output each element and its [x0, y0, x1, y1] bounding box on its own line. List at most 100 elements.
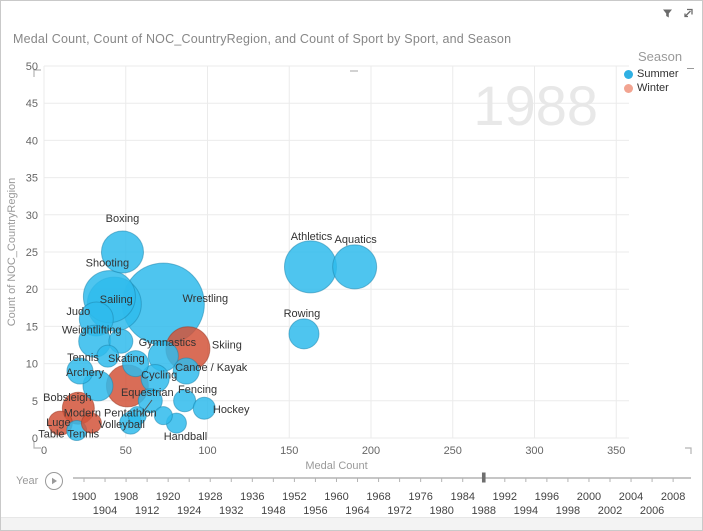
year-label-1900[interactable]: 1900 — [72, 491, 96, 503]
year-label-1932[interactable]: 1932 — [219, 505, 243, 517]
x-tick-label: 50 — [120, 445, 132, 457]
bubble-label-fencing: Fencing — [178, 384, 217, 396]
year-label-2006[interactable]: 2006 — [640, 505, 664, 517]
legend: Season Summer Winter — [624, 49, 696, 96]
year-label-1972[interactable]: 1972 — [387, 505, 411, 517]
summer-dot-icon — [624, 69, 633, 79]
bubble[interactable] — [96, 344, 120, 368]
scroll-indicator — [33, 441, 41, 449]
bubble[interactable] — [153, 406, 173, 426]
legend-item-label: Summer — [637, 68, 679, 80]
bubble-label-volleyball: Volleyball — [98, 419, 144, 431]
bottom-strip — [1, 517, 702, 530]
year-label-1988[interactable]: 1988 — [472, 505, 496, 517]
x-tick-label: 100 — [198, 445, 216, 457]
bubble-canoe-kayak[interactable] — [172, 357, 200, 385]
visual-header — [661, 7, 694, 20]
year-label-1924[interactable]: 1924 — [177, 505, 201, 517]
year-label-1936[interactable]: 1936 — [240, 491, 264, 503]
y-tick-label: 40 — [26, 135, 38, 147]
year-label-2002[interactable]: 2002 — [598, 505, 622, 517]
legend-item-winter[interactable]: Winter — [624, 82, 696, 94]
bubble-hockey[interactable] — [192, 396, 216, 420]
x-tick-label: 250 — [444, 445, 462, 457]
year-watermark: 1988 — [473, 74, 598, 137]
scroll-indicator — [33, 69, 41, 77]
bubble-label-equestrian: Equestrian — [121, 387, 174, 399]
year-label-1964[interactable]: 1964 — [345, 505, 369, 517]
y-tick-label: 5 — [32, 396, 38, 408]
bubble-rowing[interactable] — [288, 318, 320, 350]
focus-mode-icon[interactable] — [681, 7, 694, 20]
bubble-label-wrestling: Wrestling — [183, 293, 229, 305]
year-label-2008[interactable]: 2008 — [661, 491, 685, 503]
bubble-tennis[interactable] — [66, 357, 94, 385]
bubble-label-weightlifting: Weightlifting — [62, 324, 122, 336]
bubble-label-athletics: Athletics — [291, 231, 333, 243]
bubble-boxing[interactable] — [100, 230, 144, 274]
bubble-athletics[interactable] — [284, 240, 338, 294]
year-label-1904[interactable]: 1904 — [93, 505, 117, 517]
year-label-1992[interactable]: 1992 — [493, 491, 517, 503]
year-label-1960[interactable]: 1960 — [324, 491, 348, 503]
year-label-1976[interactable]: 1976 — [408, 491, 432, 503]
leader-line — [140, 399, 153, 416]
bubble-label-rowing: Rowing — [284, 308, 321, 320]
bubble-label-table-tennis: Table Tennis — [38, 429, 99, 441]
scroll-indicator — [685, 447, 692, 454]
year-label-2000[interactable]: 2000 — [577, 491, 601, 503]
year-label-1912[interactable]: 1912 — [135, 505, 159, 517]
legend-item-label: Winter — [637, 82, 669, 94]
year-label-1948[interactable]: 1948 — [261, 505, 285, 517]
bubble-modern-pentathlon[interactable] — [127, 406, 147, 426]
bubble-label-hockey: Hockey — [213, 404, 250, 416]
bubble[interactable] — [80, 412, 102, 434]
year-label-1952[interactable]: 1952 — [282, 491, 306, 503]
x-tick-label: 200 — [362, 445, 380, 457]
bubble-label-canoe-kayak: Canoe / Kayak — [175, 362, 248, 374]
y-tick-label: 15 — [26, 321, 38, 333]
x-tick-label: 150 — [280, 445, 298, 457]
play-axis-title: Year — [16, 475, 39, 487]
year-label-1908[interactable]: 1908 — [114, 491, 138, 503]
winter-dot-icon — [624, 83, 633, 93]
year-label-1920[interactable]: 1920 — [156, 491, 180, 503]
bubble-label-luge: Luge — [46, 417, 70, 429]
bubble[interactable] — [122, 350, 150, 378]
chart-title: Medal Count, Count of NOC_CountryRegion,… — [13, 32, 512, 46]
bubble-aquatics[interactable] — [332, 244, 378, 290]
bubble-equestrian[interactable] — [137, 388, 163, 414]
x-tick-label: 300 — [525, 445, 543, 457]
bubble-label-boxing: Boxing — [106, 213, 140, 225]
year-label-1968[interactable]: 1968 — [366, 491, 390, 503]
year-label-1984[interactable]: 1984 — [450, 491, 474, 503]
y-tick-label: 0 — [32, 433, 38, 445]
bubble-label-shooting: Shooting — [86, 258, 129, 270]
y-tick-label: 25 — [26, 247, 38, 259]
play-axis: Year — [16, 472, 64, 490]
bubble-label-skating: Skating — [108, 353, 145, 365]
year-label-1994[interactable]: 1994 — [514, 505, 538, 517]
year-label-1956[interactable]: 1956 — [303, 505, 327, 517]
year-label-1996[interactable]: 1996 — [535, 491, 559, 503]
legend-title: Season — [637, 49, 683, 64]
play-icon[interactable] — [45, 472, 64, 490]
bubble-label-judo: Judo — [66, 306, 90, 318]
y-tick-label: 20 — [26, 284, 38, 296]
y-tick-label: 35 — [26, 173, 38, 185]
year-label-2004[interactable]: 2004 — [619, 491, 643, 503]
year-label-1928[interactable]: 1928 — [198, 491, 222, 503]
bubble-label-skiing: Skiing — [212, 340, 242, 352]
bubble-label-aquatics: Aquatics — [335, 234, 378, 246]
y-axis-title: Count of NOC_CountryRegion — [6, 178, 18, 327]
year-label-1998[interactable]: 1998 — [556, 505, 580, 517]
bubble-label-modern-pentathlon: Modern Pentathlon — [64, 408, 157, 420]
legend-item-summer[interactable]: Summer — [624, 68, 696, 80]
y-tick-label: 50 — [26, 61, 38, 73]
year-slider-handle[interactable] — [481, 472, 486, 483]
year-label-1980[interactable]: 1980 — [429, 505, 453, 517]
filter-icon[interactable] — [661, 7, 674, 20]
y-tick-label: 10 — [26, 359, 38, 371]
